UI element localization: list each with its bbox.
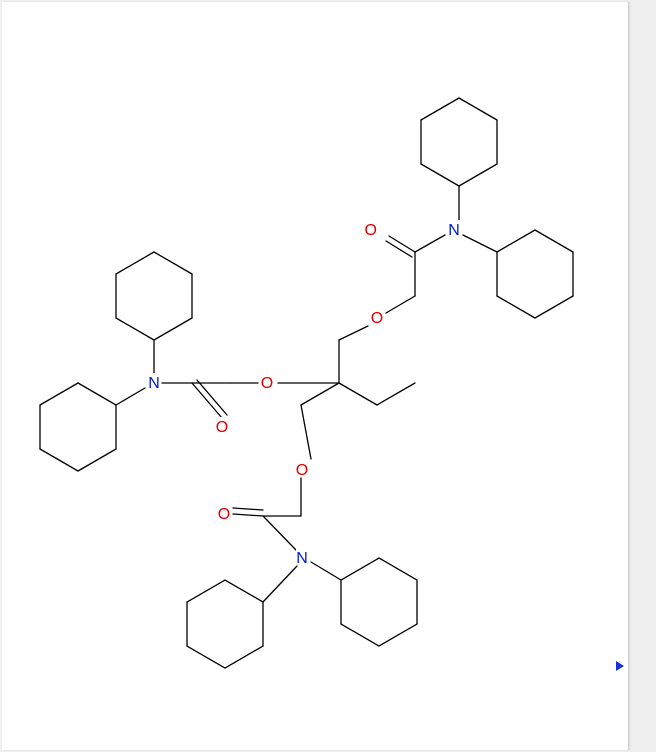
- atom-label-O: O: [261, 375, 273, 392]
- atom-label-O: O: [365, 222, 377, 239]
- chemical-structure-diagram: O N O O N O O O N: [0, 0, 656, 752]
- atom-label-N: N: [148, 375, 160, 392]
- atom-label-O: O: [218, 506, 230, 523]
- atom-label-N: N: [448, 222, 460, 239]
- page-container: { "canvas": { "width": 656, "height": 75…: [0, 0, 656, 752]
- atom-label-O: O: [216, 419, 228, 436]
- play-icon[interactable]: [616, 661, 624, 671]
- atom-label-N: N: [296, 550, 308, 567]
- atom-label-O: O: [296, 462, 308, 479]
- atom-label-O: O: [371, 310, 383, 327]
